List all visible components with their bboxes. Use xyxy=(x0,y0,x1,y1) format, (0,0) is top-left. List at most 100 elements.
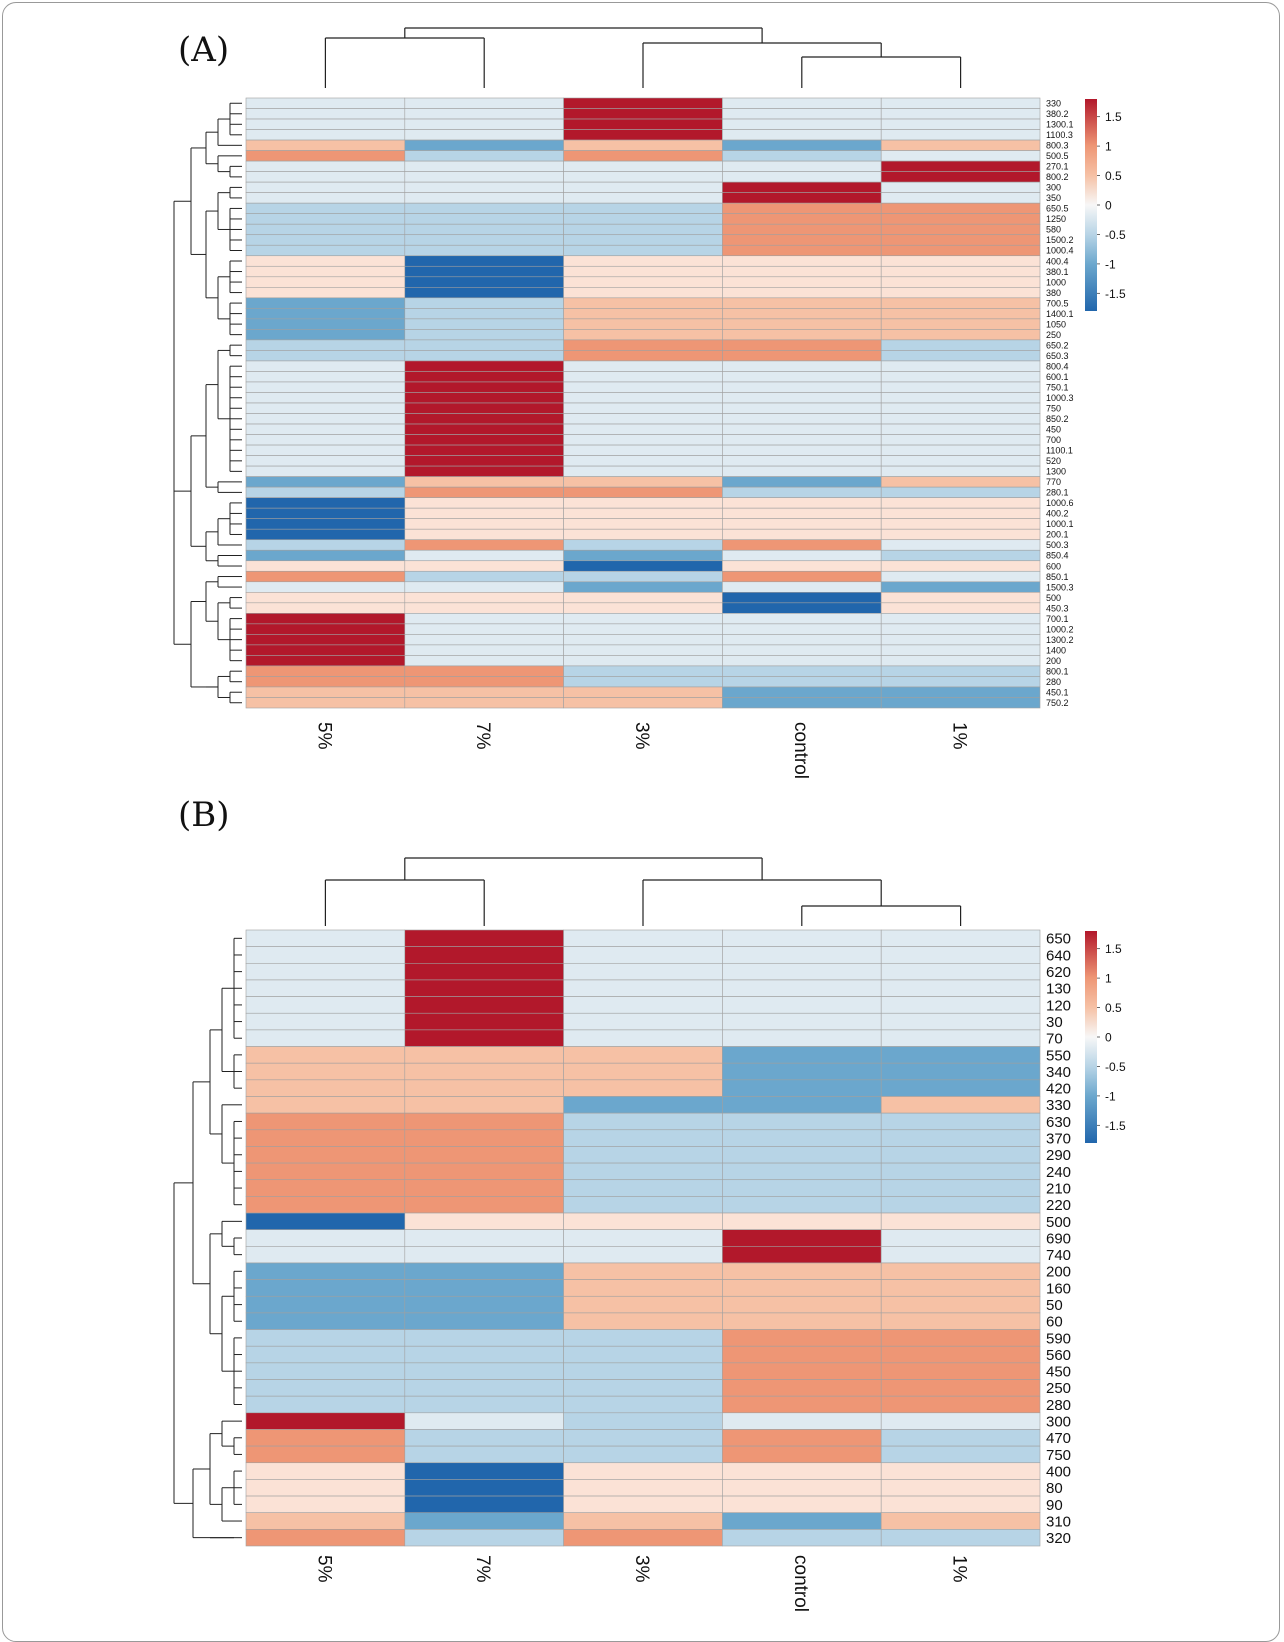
heatmap-cell xyxy=(563,150,723,162)
heatmap-cell xyxy=(563,581,723,593)
heatmap-cell xyxy=(880,486,1041,498)
row-label: 650.5 xyxy=(1046,204,1069,214)
heatmap-cell xyxy=(722,1262,882,1280)
heatmap-cell xyxy=(722,1012,882,1031)
heatmap-cell xyxy=(245,1379,406,1397)
heatmap-cell xyxy=(880,1295,1041,1314)
heatmap-cell xyxy=(245,1179,406,1197)
heatmap-cell xyxy=(880,623,1041,635)
heatmap-cell xyxy=(245,613,406,625)
heatmap-cell xyxy=(880,1462,1041,1480)
heatmap-cell xyxy=(404,623,564,635)
heatmap-cell xyxy=(245,171,406,183)
heatmap-cell xyxy=(880,150,1041,162)
heatmap-cell xyxy=(245,518,406,530)
heatmap-cell xyxy=(563,686,723,698)
heatmap-cell xyxy=(404,1262,564,1280)
heatmap-cell xyxy=(880,1279,1041,1297)
heatmap-cell xyxy=(563,339,723,351)
heatmap-cell xyxy=(563,350,723,362)
heatmap-cell xyxy=(404,181,564,193)
heatmap-cell xyxy=(563,1412,723,1430)
row-label: 1500.3 xyxy=(1046,582,1074,592)
heatmap-cell xyxy=(404,602,564,614)
heatmap-cell xyxy=(722,518,882,530)
heatmap-cell xyxy=(404,1395,564,1414)
row-label: 750.2 xyxy=(1046,698,1069,708)
row-label: 750 xyxy=(1046,403,1061,413)
heatmap-cell xyxy=(404,1329,564,1347)
heatmap-cell xyxy=(880,1495,1041,1514)
legend-tick-label: 1 xyxy=(1105,972,1112,986)
row-label: 1400.1 xyxy=(1046,309,1074,319)
heatmap-cell xyxy=(563,1429,723,1447)
heatmap-cell xyxy=(722,634,882,646)
heatmap-cell xyxy=(880,1329,1041,1347)
heatmap-cell xyxy=(245,255,406,267)
row-label: 330 xyxy=(1046,98,1061,108)
heatmap-cell xyxy=(880,129,1041,141)
heatmap-cell xyxy=(563,613,723,625)
heatmap-cell xyxy=(404,1196,564,1214)
heatmap-cell xyxy=(245,602,406,614)
heatmap-cell xyxy=(404,255,564,267)
heatmap-cell xyxy=(722,655,882,667)
heatmap-cell xyxy=(245,465,406,477)
heatmap-cell xyxy=(722,962,882,981)
heatmap-cell xyxy=(880,644,1041,656)
heatmap-cell xyxy=(722,476,882,488)
row-label: 450 xyxy=(1046,425,1061,435)
heatmap-cell xyxy=(245,444,406,456)
heatmap-cell xyxy=(404,234,564,246)
row-label: 50 xyxy=(1046,1297,1063,1314)
heatmap-cell xyxy=(722,223,882,236)
heatmap-cell xyxy=(880,946,1041,964)
heatmap-cell xyxy=(722,507,882,519)
row-dendrogram xyxy=(173,102,242,704)
row-label: 120 xyxy=(1046,997,1071,1014)
row-label: 280 xyxy=(1046,677,1061,687)
heatmap-cell xyxy=(880,1029,1041,1047)
row-label: 90 xyxy=(1046,1497,1063,1514)
heatmap-cell xyxy=(563,1512,723,1530)
heatmap-cell xyxy=(722,644,882,656)
heatmap-cell xyxy=(563,497,723,509)
heatmap-cell xyxy=(404,371,564,383)
heatmap-cell xyxy=(245,1495,406,1514)
heatmap-cell xyxy=(245,676,406,688)
heatmap-cell xyxy=(880,455,1041,467)
heatmap-cell xyxy=(563,644,723,656)
heatmap-cell xyxy=(722,444,882,456)
heatmap-cell xyxy=(722,676,882,688)
heatmap-cell xyxy=(722,1129,882,1147)
heatmap-cell xyxy=(722,979,882,997)
heatmap-cell xyxy=(404,1495,564,1514)
heatmap-cell xyxy=(404,581,564,593)
row-label: 200.1 xyxy=(1046,530,1069,540)
heatmap-cell xyxy=(880,1345,1041,1364)
row-label: 300 xyxy=(1046,1414,1071,1431)
heatmap-cell xyxy=(880,686,1041,698)
heatmap-cell xyxy=(563,1479,723,1497)
legend-tick-label: 0 xyxy=(1105,199,1112,213)
row-label: 450 xyxy=(1046,1364,1071,1381)
heatmap-cell xyxy=(880,929,1041,947)
heatmap-cell xyxy=(722,1162,882,1181)
heatmap-cell xyxy=(880,962,1041,981)
heatmap-cell xyxy=(404,1445,564,1464)
heatmap-cell xyxy=(880,497,1041,509)
heatmap-cell xyxy=(245,1112,406,1131)
heatmap-cell xyxy=(722,1146,882,1164)
row-label: 270.1 xyxy=(1046,162,1069,172)
heatmap-cell xyxy=(404,276,564,288)
column-dendrogram xyxy=(324,857,962,926)
heatmap-cell xyxy=(722,528,882,541)
heatmap-cell xyxy=(880,1229,1041,1247)
heatmap-cell xyxy=(404,1295,564,1314)
heatmap-cell xyxy=(722,118,882,130)
heatmap-cell xyxy=(880,244,1041,257)
row-label: 250 xyxy=(1046,330,1061,340)
heatmap-cell xyxy=(245,108,406,120)
heatmap-cell xyxy=(404,1079,564,1097)
heatmap-cell xyxy=(245,560,406,572)
